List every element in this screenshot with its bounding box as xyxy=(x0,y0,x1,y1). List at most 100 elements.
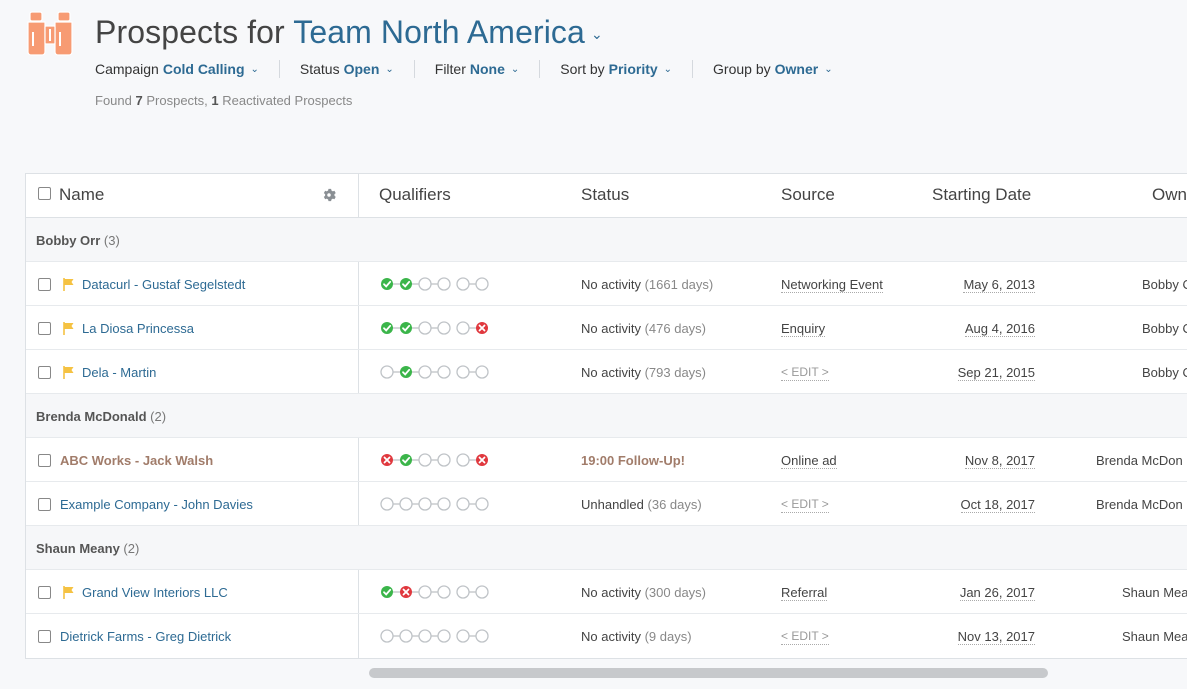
empty-circle-icon[interactable] xyxy=(437,629,451,643)
prospect-name-link[interactable]: Datacurl - Gustaf Segelstedt xyxy=(82,277,246,292)
row-checkbox[interactable] xyxy=(38,630,51,643)
source-value[interactable]: Networking Event xyxy=(781,277,883,293)
empty-circle-icon[interactable] xyxy=(418,321,432,335)
check-circle-icon[interactable] xyxy=(400,278,412,290)
row-checkbox[interactable] xyxy=(38,454,51,467)
empty-circle-icon[interactable] xyxy=(456,585,470,599)
empty-circle-icon[interactable] xyxy=(456,497,470,511)
starting-date[interactable]: May 6, 2013 xyxy=(963,277,1035,293)
empty-circle-icon[interactable] xyxy=(437,321,451,335)
starting-date[interactable]: Jan 26, 2017 xyxy=(959,585,1035,601)
source-value[interactable]: Enquiry xyxy=(781,321,826,337)
qualifiers-indicator[interactable] xyxy=(379,276,491,292)
gear-icon[interactable] xyxy=(322,188,336,202)
empty-circle-icon[interactable] xyxy=(418,365,432,379)
check-circle-icon[interactable] xyxy=(381,586,393,598)
empty-circle-icon[interactable] xyxy=(456,629,470,643)
group-header[interactable]: Bobby Orr (3) xyxy=(26,218,1187,262)
empty-circle-icon[interactable] xyxy=(475,277,489,291)
starting-date[interactable]: Aug 4, 2016 xyxy=(964,321,1035,337)
select-all-checkbox[interactable] xyxy=(38,187,51,200)
row-checkbox[interactable] xyxy=(38,322,51,335)
check-circle-icon[interactable] xyxy=(400,454,412,466)
row-checkbox[interactable] xyxy=(38,586,51,599)
empty-circle-icon[interactable] xyxy=(437,277,451,291)
table-row[interactable]: La Diosa Princessa No activity (476 days… xyxy=(26,306,1187,350)
table-row[interactable]: Datacurl - Gustaf Segelstedt No activity… xyxy=(26,262,1187,306)
row-checkbox[interactable] xyxy=(38,278,51,291)
qualifiers-indicator[interactable] xyxy=(379,496,491,512)
empty-circle-icon[interactable] xyxy=(380,365,394,379)
table-row[interactable]: Dietrick Farms - Greg Dietrick No activi… xyxy=(26,614,1187,658)
empty-circle-icon[interactable] xyxy=(418,453,432,467)
team-selector[interactable]: Team North America xyxy=(293,14,585,50)
empty-circle-icon[interactable] xyxy=(418,585,432,599)
table-row[interactable]: Dela - Martin No activity (793 days) < E… xyxy=(26,350,1187,394)
group-filter[interactable]: Group by Owner ⌄ xyxy=(713,61,833,77)
row-checkbox[interactable] xyxy=(38,366,51,379)
column-header-source[interactable]: Source xyxy=(781,185,835,204)
empty-circle-icon[interactable] xyxy=(437,497,451,511)
column-header-owner[interactable]: Owner xyxy=(1152,185,1187,204)
status-filter[interactable]: Status Open ⌄ xyxy=(300,61,394,77)
cross-circle-icon[interactable] xyxy=(476,454,488,466)
prospect-name-link[interactable]: Dela - Martin xyxy=(82,365,157,380)
empty-circle-icon[interactable] xyxy=(456,365,470,379)
empty-circle-icon[interactable] xyxy=(380,629,394,643)
horizontal-scrollbar[interactable] xyxy=(369,668,1048,678)
check-circle-icon[interactable] xyxy=(381,278,393,290)
source-edit-link[interactable]: < EDIT > xyxy=(781,497,829,513)
source-value[interactable]: Referral xyxy=(781,585,828,601)
table-row[interactable]: ABC Works - Jack Walsh 19:00 Follow-Up! … xyxy=(26,438,1187,482)
flag-icon[interactable] xyxy=(63,366,75,379)
qualifiers-indicator[interactable] xyxy=(379,628,491,644)
check-circle-icon[interactable] xyxy=(381,322,393,334)
starting-date[interactable]: Sep 21, 2015 xyxy=(957,365,1035,381)
filter-filter[interactable]: Filter None ⌄ xyxy=(435,61,520,77)
empty-circle-icon[interactable] xyxy=(475,629,489,643)
group-header[interactable]: Shaun Meany (2) xyxy=(26,526,1187,570)
column-header-starting-date[interactable]: Starting Date xyxy=(932,185,1032,204)
source-edit-link[interactable]: < EDIT > xyxy=(781,629,829,645)
check-circle-icon[interactable] xyxy=(400,322,412,334)
empty-circle-icon[interactable] xyxy=(437,365,451,379)
flag-icon[interactable] xyxy=(63,586,75,599)
empty-circle-icon[interactable] xyxy=(399,497,413,511)
empty-circle-icon[interactable] xyxy=(456,321,470,335)
source-edit-link[interactable]: < EDIT > xyxy=(781,365,829,381)
prospect-name-link[interactable]: Grand View Interiors LLC xyxy=(82,585,228,600)
sort-filter[interactable]: Sort by Priority ⌄ xyxy=(560,61,672,77)
empty-circle-icon[interactable] xyxy=(418,277,432,291)
group-header[interactable]: Brenda McDonald (2) xyxy=(26,394,1187,438)
chevron-down-icon[interactable]: ⌄ xyxy=(590,26,603,43)
table-row[interactable]: Grand View Interiors LLC No activity (30… xyxy=(26,570,1187,614)
campaign-filter[interactable]: Campaign Cold Calling ⌄ xyxy=(95,61,259,77)
prospect-name-link[interactable]: La Diosa Princessa xyxy=(82,321,194,336)
cross-circle-icon[interactable] xyxy=(476,322,488,334)
prospect-name-link[interactable]: ABC Works - Jack Walsh xyxy=(60,453,214,468)
starting-date[interactable]: Nov 8, 2017 xyxy=(964,453,1035,469)
table-row[interactable]: Example Company - John Davies Unhandled … xyxy=(26,482,1187,526)
empty-circle-icon[interactable] xyxy=(437,453,451,467)
empty-circle-icon[interactable] xyxy=(475,497,489,511)
empty-circle-icon[interactable] xyxy=(456,277,470,291)
flag-icon[interactable] xyxy=(63,322,75,335)
column-header-status[interactable]: Status xyxy=(581,185,630,204)
prospect-name-link[interactable]: Example Company - John Davies xyxy=(60,497,253,512)
cross-circle-icon[interactable] xyxy=(400,586,412,598)
column-header-qualifiers[interactable]: Qualifiers xyxy=(379,185,451,204)
empty-circle-icon[interactable] xyxy=(380,497,394,511)
starting-date[interactable]: Oct 18, 2017 xyxy=(960,497,1035,513)
column-header-name[interactable]: Name xyxy=(59,185,105,204)
empty-circle-icon[interactable] xyxy=(437,585,451,599)
empty-circle-icon[interactable] xyxy=(475,585,489,599)
empty-circle-icon[interactable] xyxy=(475,365,489,379)
qualifiers-indicator[interactable] xyxy=(379,320,491,336)
flag-icon[interactable] xyxy=(63,278,75,291)
qualifiers-indicator[interactable] xyxy=(379,364,491,380)
empty-circle-icon[interactable] xyxy=(418,497,432,511)
qualifiers-indicator[interactable] xyxy=(379,584,491,600)
check-circle-icon[interactable] xyxy=(400,366,412,378)
row-checkbox[interactable] xyxy=(38,498,51,511)
empty-circle-icon[interactable] xyxy=(418,629,432,643)
